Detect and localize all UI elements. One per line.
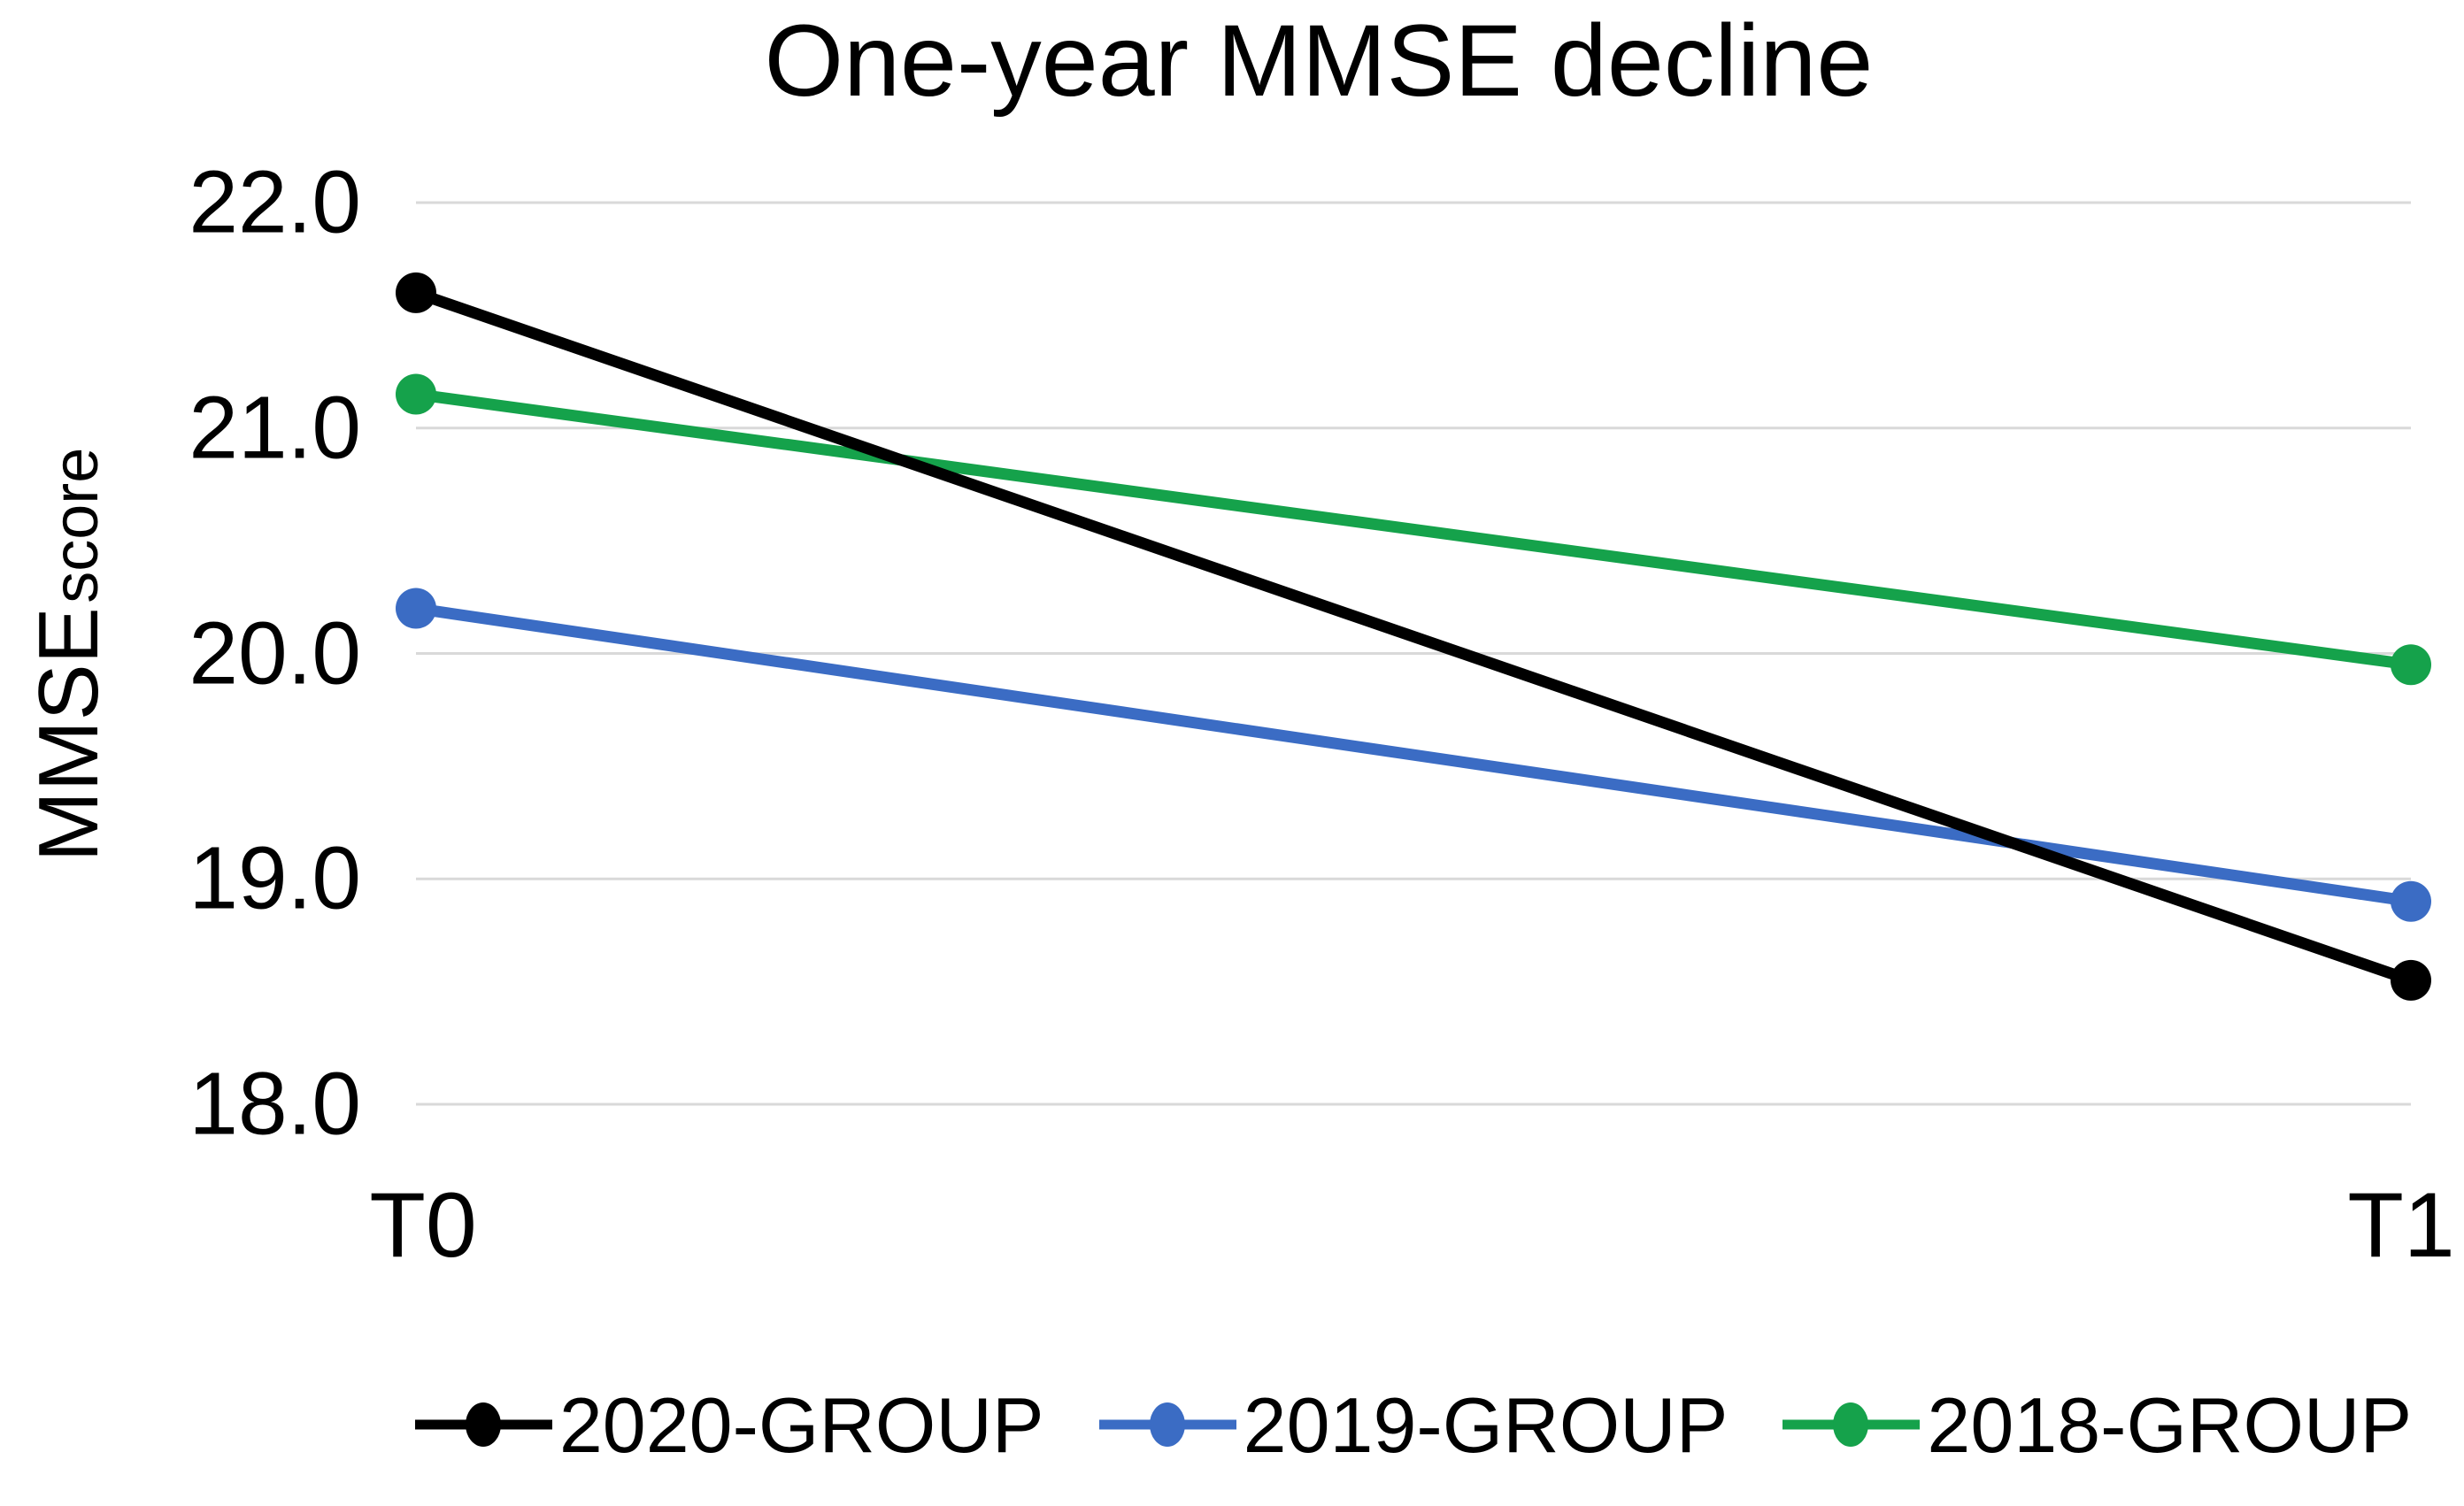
legend-item-2020-group: 2020-GROUP <box>414 1380 1044 1471</box>
legend-series-marker-icon <box>1783 1402 1921 1447</box>
series-line-2018-group <box>410 388 2417 671</box>
legend-label: 2018-GROUP <box>1927 1380 2413 1469</box>
data-point-2020-group <box>2391 959 2431 1001</box>
data-point-2019-group <box>2391 880 2431 922</box>
x-axis-label-t0: T0 <box>369 1174 477 1277</box>
x-axis-label-t1: T1 <box>2347 1174 2455 1277</box>
y-tick-label: 18.0 <box>189 1054 361 1154</box>
data-point-2018-group <box>396 373 436 415</box>
data-point-2020-group <box>396 272 436 313</box>
series-line-2020-group <box>410 287 2417 987</box>
y-tick-label: 19.0 <box>189 828 361 928</box>
data-point-2018-group <box>2391 644 2431 686</box>
legend-label: 2019-GROUP <box>1243 1380 1729 1469</box>
y-tick-label: 20.0 <box>189 603 361 703</box>
chart-title: One-year MMSE decline <box>764 4 1874 118</box>
y-tick-label: 21.0 <box>189 378 361 478</box>
legend-series-marker-icon <box>1098 1402 1236 1447</box>
legend-series-marker-icon <box>414 1402 552 1447</box>
legend-label: 2020-GROUP <box>558 1380 1044 1469</box>
legend-item-2019-group: 2019-GROUP <box>1098 1380 1729 1471</box>
series-line-2019-group <box>410 603 2417 908</box>
y-tick-label: 22.0 <box>189 152 361 252</box>
legend: 2020-GROUP 2019-GROUP 2018-GROUP <box>414 1361 2412 1489</box>
legend-item-2018-group: 2018-GROUP <box>1783 1380 2412 1471</box>
data-point-2019-group <box>396 588 436 629</box>
